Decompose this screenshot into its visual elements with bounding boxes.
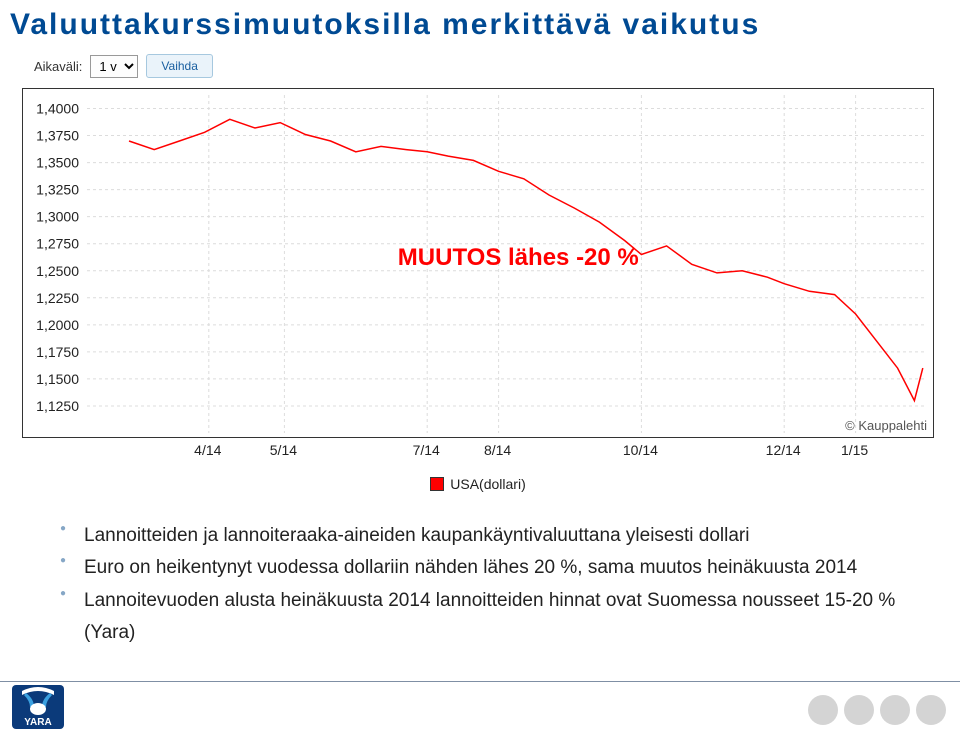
svg-text:1,3750: 1,3750	[36, 128, 79, 144]
bullet-item: Lannoitteiden ja lannoiteraaka-aineiden …	[60, 520, 920, 552]
chart-legend: USA(dollari)	[22, 476, 934, 492]
x-tick-label: 8/14	[484, 442, 511, 458]
chart-x-axis: 4/14 5/14 7/14 8/14 10/14 12/14 1/15	[22, 438, 934, 462]
range-label: Aikaväli:	[34, 59, 82, 74]
chart-area: 1,1250 1,1500 1,1750 1,2000 1,2250 1,2500 1,27…	[22, 88, 934, 492]
svg-text:1,4000: 1,4000	[36, 101, 79, 117]
svg-text:1,1750: 1,1750	[36, 344, 79, 360]
x-tick-label: 7/14	[413, 442, 440, 458]
dot-icon	[844, 695, 874, 725]
x-tick-label: 12/14	[766, 442, 801, 458]
yara-logo: YARA	[12, 685, 64, 729]
x-tick-label: 4/14	[194, 442, 221, 458]
legend-label: USA(dollari)	[450, 476, 525, 492]
chart-plot: 1,1250 1,1500 1,1750 1,2000 1,2250 1,2500 1,27…	[22, 88, 934, 438]
svg-text:1,1500: 1,1500	[36, 371, 79, 387]
x-tick-label: 5/14	[270, 442, 297, 458]
svg-text:1,2250: 1,2250	[36, 290, 79, 306]
dot-icon	[916, 695, 946, 725]
bullet-item: Euro on heikentynyt vuodessa dollariin n…	[60, 552, 920, 584]
chart-copyright: © Kauppalehti	[845, 418, 927, 433]
svg-text:1,3500: 1,3500	[36, 155, 79, 171]
svg-text:YARA: YARA	[24, 717, 51, 728]
svg-text:1,2750: 1,2750	[36, 236, 79, 252]
range-select[interactable]: 1 v	[90, 55, 138, 78]
legend-swatch	[430, 477, 444, 491]
bullet-list: Lannoitteiden ja lannoiteraaka-aineiden …	[60, 520, 920, 649]
dot-icon	[880, 695, 910, 725]
x-tick-label: 1/15	[841, 442, 868, 458]
footer: YARA	[0, 681, 960, 733]
svg-text:1,1250: 1,1250	[36, 398, 79, 414]
svg-text:1,2500: 1,2500	[36, 263, 79, 279]
svg-text:1,3250: 1,3250	[36, 182, 79, 198]
svg-text:1,2000: 1,2000	[36, 317, 79, 333]
bullet-item: Lannoitevuoden alusta heinäkuusta 2014 l…	[60, 585, 920, 650]
x-tick-label: 10/14	[623, 442, 658, 458]
svg-text:1,3000: 1,3000	[36, 209, 79, 225]
footer-dots	[808, 695, 946, 725]
dot-icon	[808, 695, 838, 725]
chart-controls: Aikaväli: 1 v Vaihda	[0, 46, 960, 82]
chart-annotation: MUUTOS lähes -20 %	[398, 244, 639, 272]
page-title: Valuuttakurssimuutoksilla merkittävä vai…	[0, 0, 960, 46]
swap-button[interactable]: Vaihda	[146, 54, 212, 78]
